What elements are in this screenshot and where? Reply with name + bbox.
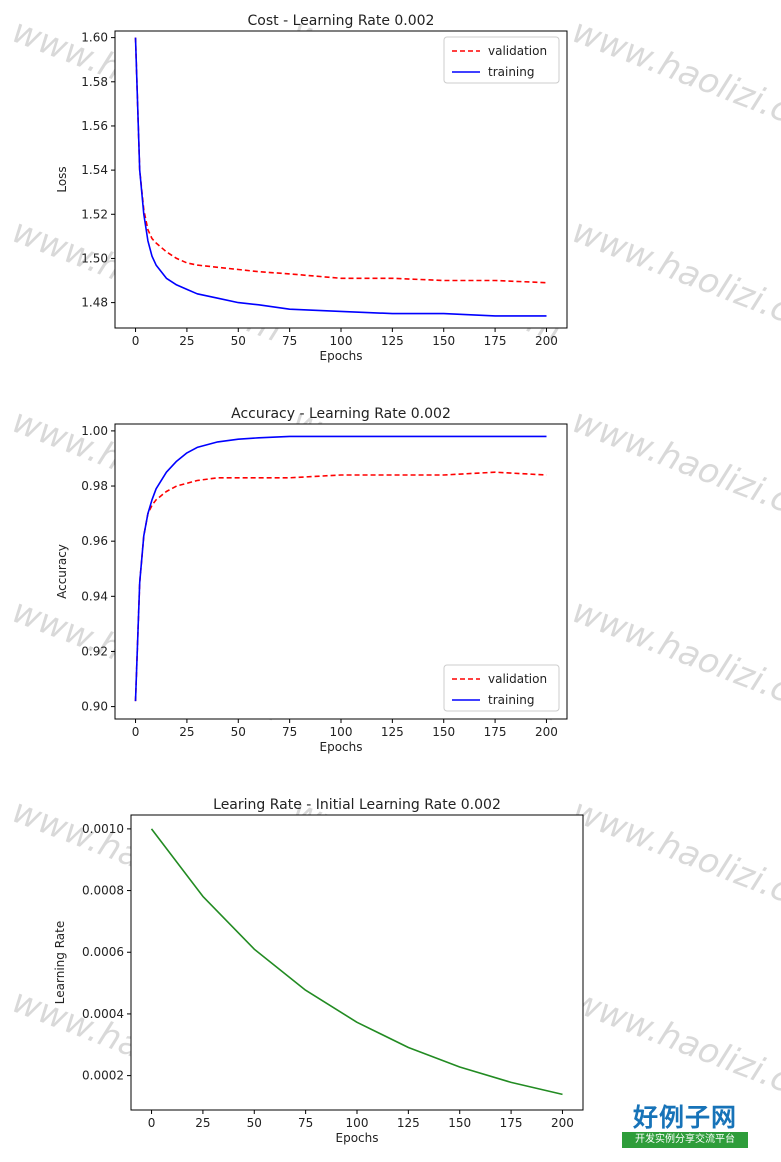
y-tick-label: 1.48 — [81, 296, 108, 310]
y-tick-label: 1.58 — [81, 75, 108, 89]
site-logo-main: 好例子网 — [632, 1103, 737, 1132]
x-tick-label: 100 — [330, 725, 353, 739]
x-tick-label: 150 — [448, 1116, 471, 1130]
x-tick-label: 0 — [132, 334, 140, 348]
site-logo: 好例子网 开发实例分享交流平台 — [620, 1098, 750, 1154]
watermark-text: www.haolizi.com — [567, 211, 781, 350]
y-axis-label: Accuracy — [55, 544, 69, 599]
x-tick-label: 50 — [231, 334, 246, 348]
y-tick-label: 1.54 — [81, 163, 108, 177]
legend-label-validation: validation — [488, 672, 547, 686]
x-tick-label: 100 — [330, 334, 353, 348]
y-tick-label: 0.0008 — [82, 884, 124, 898]
y-tick-label: 1.60 — [81, 31, 108, 45]
series-line-line — [150, 828, 563, 1096]
x-tick-label: 200 — [551, 1116, 574, 1130]
y-tick-label: 0.0004 — [82, 1007, 124, 1021]
series-line-training — [134, 37, 547, 317]
plot-area — [131, 815, 583, 1110]
y-tick-label: 1.56 — [81, 119, 108, 133]
legend-label-validation: validation — [488, 44, 547, 58]
x-axis-label: Epochs — [320, 740, 363, 754]
y-tick-label: 0.92 — [81, 644, 108, 658]
x-tick-label: 200 — [535, 725, 558, 739]
y-tick-label: 0.0002 — [82, 1069, 124, 1083]
chart-2: 0 25 50 75 100 125 150 175 200 0.90 0.92 0.94 0.96 0.… — [55, 406, 568, 754]
legend: validation training — [443, 664, 560, 712]
y-tick-label: 0.98 — [81, 479, 108, 493]
legend-label-training: training — [488, 65, 535, 79]
y-tick-label: 1.50 — [81, 251, 108, 265]
watermark-text: www.haolizi.com — [567, 401, 781, 540]
legend: validation training — [443, 36, 560, 84]
x-tick-label: 50 — [231, 725, 246, 739]
x-tick-label: 75 — [282, 334, 297, 348]
series-line-training — [134, 435, 547, 702]
x-tick-label: 150 — [432, 334, 455, 348]
chart-1: 0 25 50 75 100 125 150 175 200 1.48 1.50 1.52 1.54 1.… — [55, 13, 568, 363]
watermark-text: www.haolizi.com — [567, 591, 781, 730]
x-tick-label: 150 — [432, 725, 455, 739]
y-tick-label: 0.90 — [81, 700, 108, 714]
x-tick-label: 25 — [179, 334, 194, 348]
x-tick-label: 50 — [247, 1116, 262, 1130]
chart-3: 0 25 50 75 100 125 150 175 200 0.0002 0.0004 0.0006… — [53, 797, 584, 1145]
x-tick-label: 125 — [381, 334, 404, 348]
y-axis-label: Learning Rate — [53, 921, 67, 1004]
plots-layer: 0 25 50 75 100 125 150 175 200 1.48 1.50 1.52 1.54 1.… — [53, 13, 584, 1145]
y-tick-label: 0.94 — [81, 589, 108, 603]
x-tick-label: 0 — [132, 725, 140, 739]
series-line-validation — [134, 37, 547, 284]
x-tick-label: 25 — [195, 1116, 210, 1130]
x-tick-label: 75 — [298, 1116, 313, 1130]
x-tick-label: 175 — [500, 1116, 523, 1130]
y-tick-label: 1.52 — [81, 207, 108, 221]
y-tick-label: 0.0010 — [82, 822, 124, 836]
x-tick-label: 175 — [484, 725, 507, 739]
y-tick-label: 1.00 — [81, 424, 108, 438]
x-tick-label: 200 — [535, 334, 558, 348]
legend-label-training: training — [488, 693, 535, 707]
y-tick-label: 0.0006 — [82, 945, 124, 959]
x-tick-label: 0 — [148, 1116, 156, 1130]
watermark-text: www.haolizi.com — [567, 791, 781, 930]
chart-title: Cost - Learning Rate 0.002 — [248, 13, 435, 29]
x-axis-label: Epochs — [320, 349, 363, 363]
x-tick-label: 125 — [381, 725, 404, 739]
x-axis-label: Epochs — [336, 1131, 379, 1145]
x-tick-label: 75 — [282, 725, 297, 739]
x-tick-label: 100 — [346, 1116, 369, 1130]
y-tick-label: 0.96 — [81, 534, 108, 548]
watermark-text: www.haolizi.com — [567, 11, 781, 150]
chart-title: Learing Rate - Initial Learning Rate 0.0… — [213, 797, 501, 813]
chart-title: Accuracy - Learning Rate 0.002 — [231, 406, 451, 422]
y-axis-label: Loss — [55, 166, 69, 192]
x-tick-label: 25 — [179, 725, 194, 739]
x-tick-label: 175 — [484, 334, 507, 348]
site-logo-sub: 开发实例分享交流平台 — [622, 1132, 748, 1148]
x-tick-label: 125 — [397, 1116, 420, 1130]
